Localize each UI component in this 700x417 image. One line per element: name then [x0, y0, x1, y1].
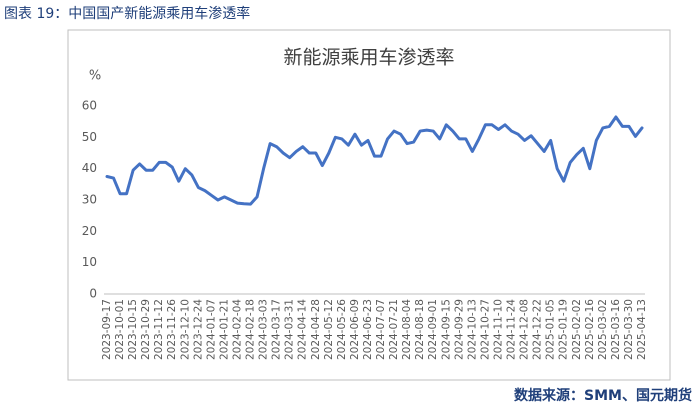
x-tick-label: 2024-11-24	[506, 299, 518, 360]
x-tick-label: 2024-11-10	[492, 299, 504, 360]
y-tick-label: 50	[82, 130, 97, 144]
x-tick-label: 2023-11-12	[153, 299, 165, 360]
y-tick-label: 60	[82, 99, 97, 113]
x-tick-label: 2023-10-29	[140, 299, 152, 360]
source: 数据来源：SMM、国元期货	[514, 387, 692, 404]
x-tick-label: 2023-10-01	[114, 299, 126, 360]
x-tick-label: 2024-06-09	[349, 299, 361, 360]
x-tick-label: 2023-09-17	[101, 299, 113, 360]
x-tick-label: 2024-10-27	[479, 299, 491, 360]
x-tick-label: 2023-12-24	[192, 299, 204, 360]
y-tick-label: 10	[82, 255, 97, 269]
x-tick-label: 2024-05-26	[336, 299, 348, 360]
chart-frame	[67, 29, 671, 381]
x-tick-label: 2024-09-15	[440, 299, 452, 360]
y-tick-label: 40	[82, 161, 97, 175]
x-tick-label: 2023-10-15	[127, 299, 139, 360]
caption: 图表 19：中国国产新能源乘用车渗透率	[4, 5, 250, 22]
x-tick-label: 2024-07-21	[388, 299, 400, 360]
x-tick-label: 2025-03-30	[623, 299, 635, 360]
x-tick-label: 2024-08-04	[401, 299, 413, 360]
x-tick-label: 2025-03-02	[597, 299, 609, 360]
x-tick-label: 2024-04-14	[297, 299, 309, 360]
x-tick-label: 2025-04-13	[636, 299, 648, 360]
x-tick-label: 2024-12-08	[519, 299, 531, 360]
x-tick-label: 2024-06-23	[362, 299, 374, 360]
x-tick-label: 2024-09-29	[453, 299, 465, 360]
x-tick-label: 2024-03-17	[271, 299, 283, 360]
x-tick-label: 2024-03-31	[284, 299, 296, 360]
x-tick-label: 2023-11-26	[166, 299, 178, 360]
y-axis-label: %	[89, 69, 101, 84]
y-tick-label: 0	[89, 287, 97, 301]
x-tick-label: 2025-03-16	[610, 299, 622, 360]
x-tick-label: 2025-02-02	[571, 299, 583, 360]
x-tick-label: 2024-03-03	[258, 299, 270, 360]
y-tick-label: 30	[82, 193, 97, 207]
x-tick-label: 2024-02-18	[245, 299, 257, 360]
x-tick-label: 2024-01-07	[205, 299, 217, 360]
x-tick-label: 2024-07-07	[375, 299, 387, 360]
line-series	[105, 115, 644, 206]
x-tick-label: 2025-01-19	[558, 299, 570, 360]
x-tick-label: 2024-04-28	[310, 299, 322, 360]
chart-title: 新能源乘用车渗透率	[283, 47, 454, 69]
x-tick-label: 2024-01-21	[218, 299, 230, 360]
x-tick-label: 2024-02-04	[231, 299, 243, 360]
x-tick-label: 2025-01-05	[545, 299, 557, 360]
x-tick-label: 2025-02-16	[584, 299, 596, 360]
x-tick-label: 2024-09-01	[427, 299, 439, 360]
x-tick-label: 2023-12-10	[179, 299, 191, 360]
x-tick-label: 2024-12-22	[532, 299, 544, 360]
x-tick-label: 2024-10-13	[466, 299, 478, 360]
y-tick-label: 20	[82, 224, 97, 238]
x-tick-label: 2024-08-18	[414, 299, 426, 360]
x-tick-label: 2024-05-12	[323, 299, 335, 360]
